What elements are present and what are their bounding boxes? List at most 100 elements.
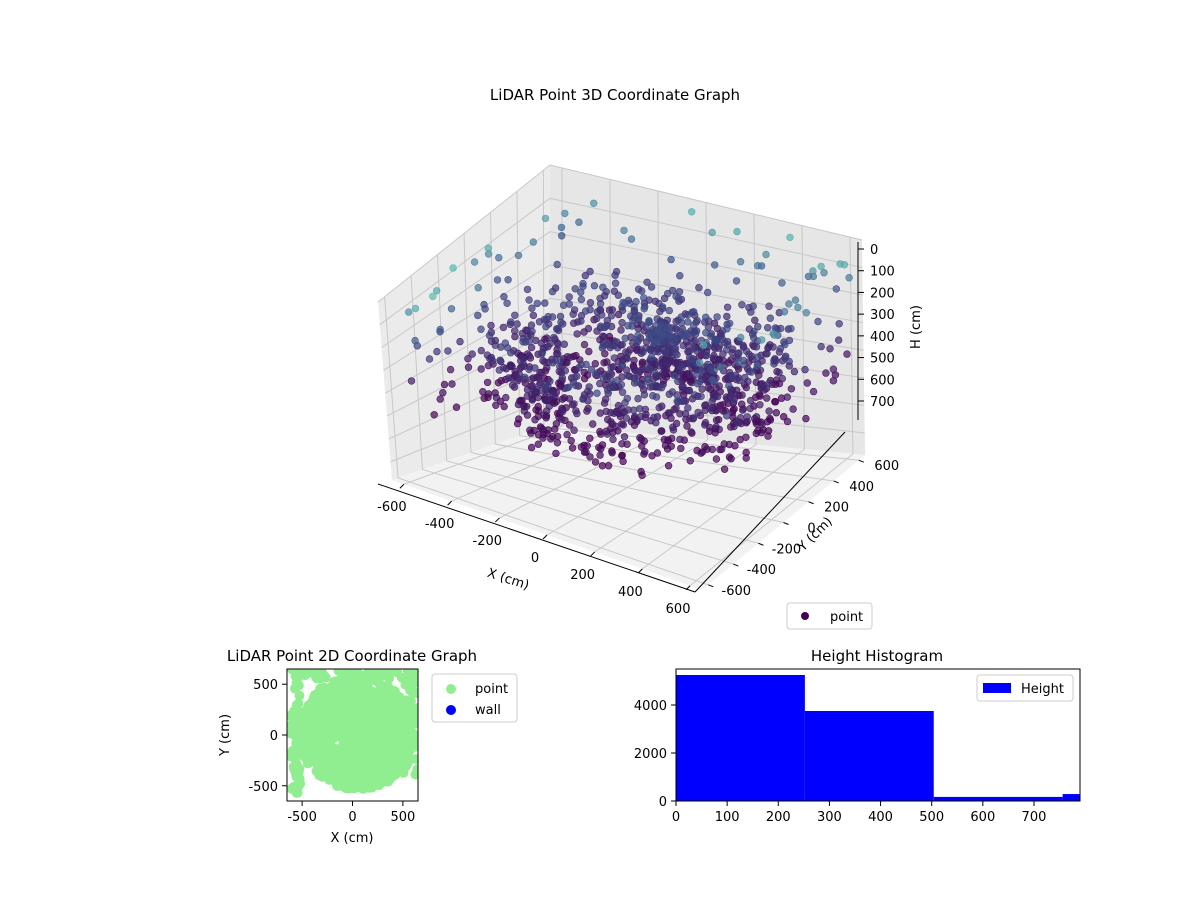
point-3d: [743, 413, 751, 421]
point-3d: [596, 379, 604, 388]
point-3d: [640, 391, 649, 399]
point-3d: [590, 282, 599, 290]
pane-left: [378, 165, 550, 480]
y-tick-label-3d: -400: [747, 563, 777, 578]
z-ticks-3d: 0 100 200 300 400 500 600 700: [858, 243, 895, 410]
point-3d: [533, 299, 541, 308]
legend-2d-wall-marker: [446, 705, 456, 715]
point-3d: [495, 254, 503, 262]
z-axis-label-3d: H (cm): [909, 305, 924, 349]
point-3d: [623, 371, 632, 380]
point-3d: [775, 368, 783, 377]
point-3d: [763, 324, 772, 332]
point-2d: [403, 740, 413, 751]
point-3d: [710, 261, 719, 269]
point-3d: [664, 462, 673, 470]
point-3d: [820, 269, 828, 277]
point-3d: [706, 423, 714, 432]
point-3d: [817, 262, 825, 271]
point-3d: [500, 293, 508, 301]
point-3d: [736, 258, 745, 266]
point-3d: [720, 465, 729, 473]
z-tick-label-3d: 500: [870, 352, 895, 367]
point-2d: [372, 745, 383, 756]
point-2d: [340, 722, 351, 733]
point-3d: [655, 403, 663, 412]
hist-x-tick-label: 600: [970, 810, 995, 825]
point-3d: [641, 448, 649, 456]
point-3d: [523, 285, 532, 294]
point-3d: [495, 366, 503, 374]
point-3d: [553, 260, 561, 269]
x-tick-label-2d: -500: [287, 810, 317, 825]
point-3d: [582, 360, 590, 369]
point-3d: [569, 319, 578, 327]
point-3d: [611, 279, 620, 287]
point-3d: [568, 444, 577, 452]
point-3d: [634, 324, 642, 333]
z-tick-label-3d: 600: [870, 373, 895, 388]
point-3d: [832, 285, 840, 293]
points-3d: [405, 199, 853, 479]
point-3d: [757, 384, 765, 392]
point-2d: [302, 758, 313, 769]
point-3d: [754, 353, 762, 361]
legend-2d: point wall: [431, 673, 518, 723]
point-3d: [617, 381, 626, 389]
point-3d: [592, 314, 601, 323]
y-tick-label-3d: -600: [722, 584, 752, 599]
point-3d: [752, 429, 760, 438]
point-3d: [660, 331, 668, 339]
point-3d: [464, 355, 472, 363]
point-3d: [633, 336, 641, 344]
point-3d: [694, 408, 702, 417]
point-3d: [809, 267, 817, 275]
point-3d: [710, 367, 718, 375]
point-3d: [684, 318, 692, 326]
y-tick-mark-3d: [783, 522, 789, 525]
point-3d: [485, 331, 494, 340]
point-3d: [571, 381, 580, 390]
point-3d: [585, 347, 593, 356]
point-3d: [620, 226, 628, 235]
point-3d: [499, 323, 508, 332]
point-3d: [708, 376, 716, 384]
y-axis-line-3d: [694, 431, 846, 593]
point-3d: [584, 324, 593, 333]
point-3d: [814, 317, 822, 326]
point-3d: [725, 440, 733, 449]
point-3d: [693, 347, 701, 355]
point-3d: [548, 287, 557, 296]
z-tick-label-3d: 400: [870, 330, 895, 345]
point-3d: [477, 365, 485, 373]
x-tick-mark-3d: [494, 517, 500, 523]
point-3d: [561, 367, 569, 375]
point-3d: [624, 349, 632, 357]
x-tick-label-3d: 400: [618, 585, 643, 600]
point-3d: [573, 409, 581, 418]
point-3d: [794, 303, 802, 312]
point-3d: [621, 399, 629, 407]
point-3d: [733, 227, 741, 236]
point-3d: [843, 350, 851, 358]
point-3d: [550, 390, 558, 398]
point-3d: [663, 445, 672, 453]
point-3d: [507, 318, 515, 326]
point-3d: [553, 439, 562, 447]
point-2d: [347, 685, 357, 696]
point-3d: [596, 300, 605, 308]
point-3d: [687, 208, 696, 216]
point-3d: [526, 426, 534, 434]
point-3d: [685, 387, 694, 395]
point-3d: [470, 258, 479, 266]
point-3d: [520, 407, 528, 415]
point-3d: [593, 389, 601, 397]
ticks-2d: -500 0 500 -500 0 500: [248, 678, 415, 825]
point-3d: [599, 283, 607, 291]
point-3d: [446, 365, 455, 374]
point-3d: [762, 350, 770, 358]
point-3d: [609, 383, 618, 391]
point-3d: [669, 423, 677, 431]
point-3d: [439, 389, 447, 397]
point-3d: [762, 394, 771, 402]
